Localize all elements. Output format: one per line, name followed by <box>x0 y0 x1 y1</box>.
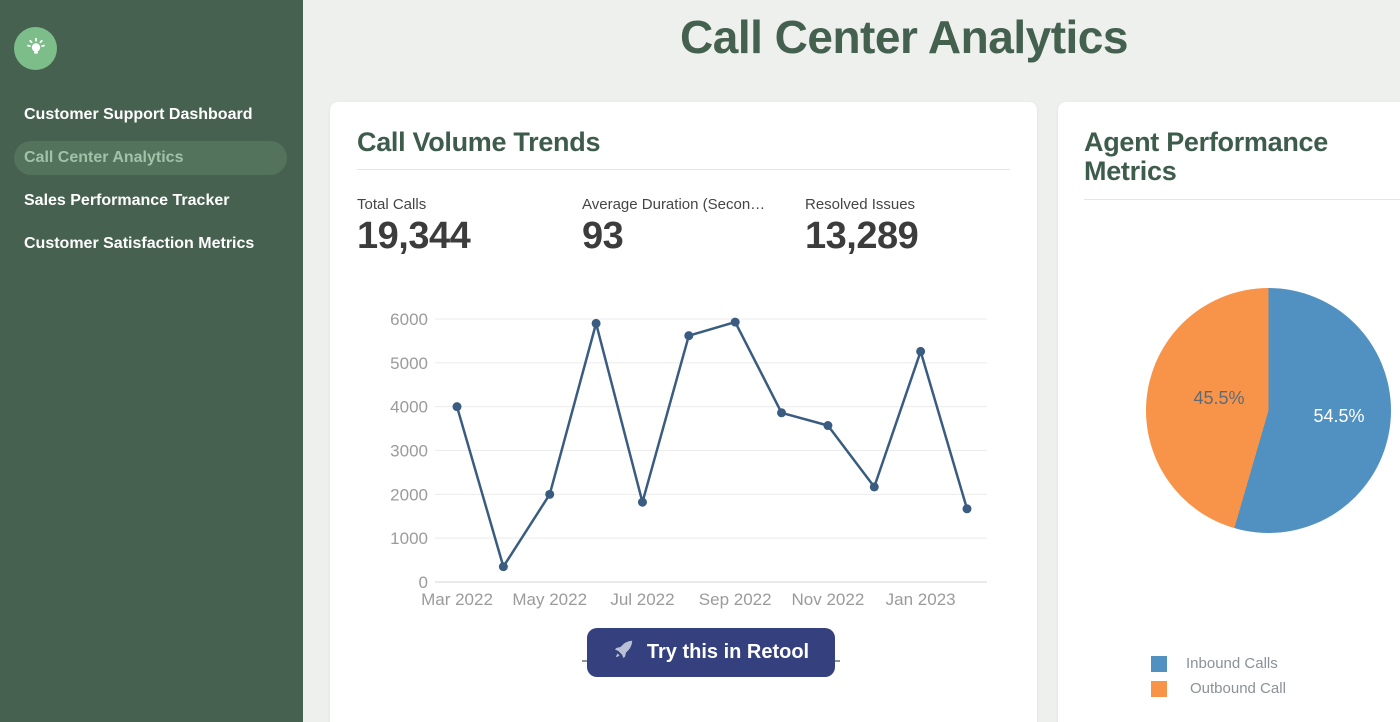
legend-swatch-outbound <box>1151 680 1167 697</box>
svg-text:Nov 2022: Nov 2022 <box>792 590 865 609</box>
svg-text:6000: 6000 <box>390 310 428 329</box>
stat-label: Total Calls <box>357 196 427 214</box>
svg-text:Mar 2022: Mar 2022 <box>421 590 493 609</box>
main-content: Call Center Analytics Call Volume Trends… <box>303 0 1400 722</box>
rocket-icon <box>613 639 634 666</box>
legend-item-outbound[interactable]: Outbound Call <box>1151 680 1400 697</box>
sidebar-item-call-center-analytics[interactable]: Call Center Analytics <box>14 141 287 175</box>
call-volume-trends-card: Call Volume Trends Total Calls 19,344 Av… <box>330 101 1037 722</box>
sidebar-item-customer-support-dashboard[interactable]: Customer Support Dashboard <box>24 106 253 123</box>
svg-text:1000: 1000 <box>390 530 428 549</box>
stat-total-calls: Total Calls 19,344 <box>357 196 582 258</box>
agent-performance-card: Agent Performance Metrics 54.5% 45.5% In… <box>1058 101 1400 722</box>
sidebar-item-sales-performance-tracker[interactable]: Sales Performance Tracker <box>24 192 230 209</box>
stat-average-duration: Average Duration (Secon… 93 <box>582 196 805 258</box>
svg-text:3000: 3000 <box>390 442 428 461</box>
call-volume-line-chart[interactable]: 0 1000 2000 3000 4000 5000 6000 Mar 2022 May 202… <box>357 310 1010 612</box>
stat-label: Resolved Issues <box>805 196 916 214</box>
svg-text:Sep 2022: Sep 2022 <box>699 590 772 609</box>
cards-row: Call Volume Trends Total Calls 19,344 Av… <box>330 101 1400 722</box>
stat-value: 19,344 <box>357 215 471 258</box>
legend-label: Outbound Call <box>1190 680 1286 698</box>
svg-text:2000: 2000 <box>390 486 428 505</box>
svg-text:Jul 2022: Jul 2022 <box>610 590 674 609</box>
sidebar-nav: Customer Support Dashboard Call Center A… <box>14 98 287 261</box>
stats-row: Total Calls 19,344 Average Duration (Sec… <box>357 196 1010 258</box>
pie-legend: Inbound Calls Outbound Call <box>1151 655 1400 697</box>
page-title: Call Center Analytics <box>680 11 1128 63</box>
legend-swatch-inbound <box>1151 655 1167 672</box>
stat-label: Average Duration (Secon… <box>582 196 766 214</box>
card-divider <box>357 169 1010 171</box>
agent-card-title: Agent Performance Metrics <box>1084 126 1328 187</box>
svg-text:5000: 5000 <box>390 354 428 373</box>
pie-slice-label-inbound: 54.5% <box>1313 406 1365 427</box>
stat-value: 13,289 <box>805 215 919 258</box>
try-in-retool-button[interactable]: Try this in Retool <box>586 628 836 678</box>
pie-circle <box>1145 288 1391 534</box>
svg-text:May 2022: May 2022 <box>512 590 587 609</box>
lightbulb-icon <box>24 34 48 63</box>
app-logo[interactable] <box>14 27 57 70</box>
card-divider <box>1084 199 1400 201</box>
agent-pie-chart[interactable]: 54.5% 45.5% <box>1145 288 1391 534</box>
sidebar-item-customer-satisfaction-metrics[interactable]: Customer Satisfaction Metrics <box>24 235 255 252</box>
call-volume-card-title: Call Volume Trends <box>357 126 601 157</box>
svg-text:0: 0 <box>419 573 428 592</box>
pie-slice-label-outbound: 45.5% <box>1193 388 1245 409</box>
legend-item-inbound[interactable]: Inbound Calls <box>1151 655 1400 672</box>
svg-text:4000: 4000 <box>390 398 428 417</box>
stat-resolved-issues: Resolved Issues 13,289 <box>805 196 919 258</box>
legend-label: Inbound Calls <box>1186 655 1278 673</box>
stat-value: 93 <box>582 215 624 258</box>
sidebar: Customer Support Dashboard Call Center A… <box>0 0 303 722</box>
svg-text:Jan 2023: Jan 2023 <box>886 590 956 609</box>
retool-button-label: Try this in Retool <box>646 641 810 664</box>
retool-button-row: Try this in Retool <box>437 628 985 678</box>
